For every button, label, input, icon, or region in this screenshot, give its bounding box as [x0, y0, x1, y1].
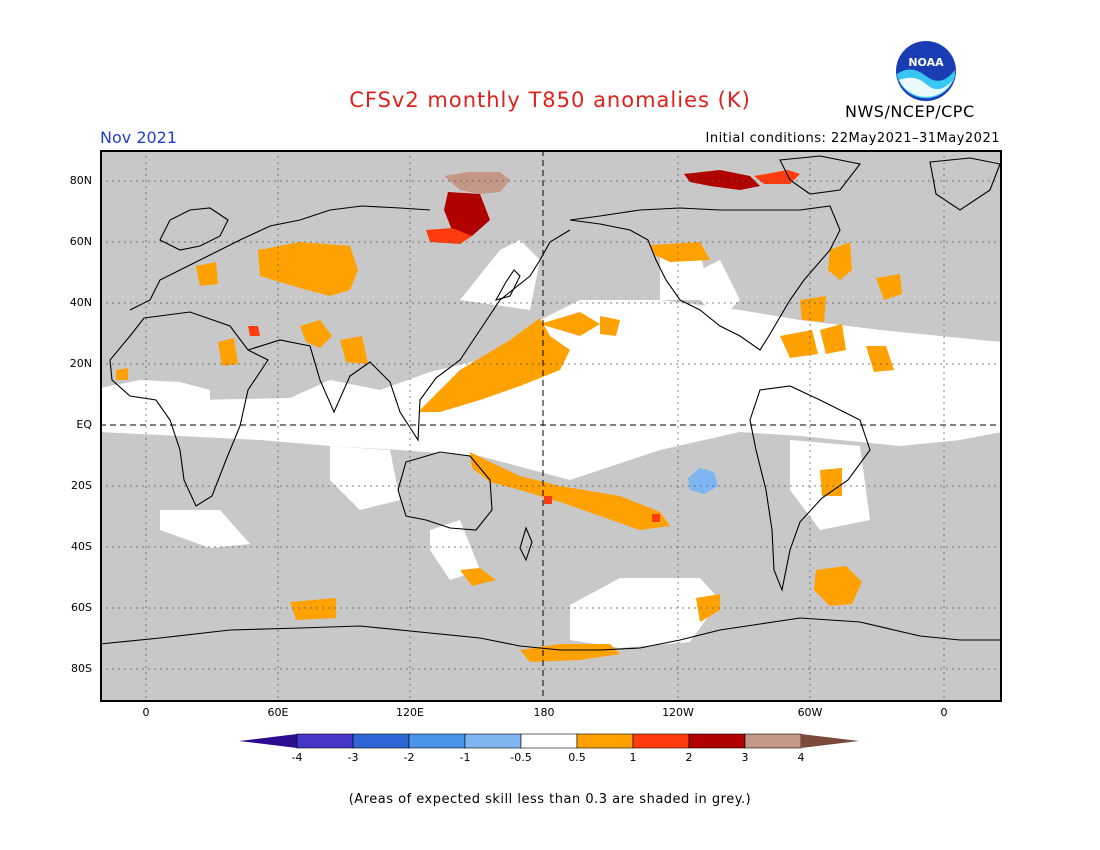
period-label: Nov 2021: [100, 128, 178, 147]
graticule: [100, 150, 1002, 702]
white-region: [570, 578, 720, 648]
colorbar-swatch: [352, 733, 410, 749]
colorbar-swatch: [688, 733, 746, 749]
colorbar-tick-label: -3: [347, 751, 359, 764]
colorbar-tick-label: 3: [741, 751, 749, 764]
lon-label: 120E: [396, 706, 424, 719]
colorbar-swatch: [801, 734, 859, 748]
colorbar-swatch: [408, 733, 466, 749]
noaa-logo-icon: NOAA: [895, 40, 957, 102]
lat-label: 60N: [69, 235, 92, 248]
colorbar-tick-label: -1: [459, 751, 471, 764]
footnote: (Areas of expected skill less than 0.3 a…: [348, 792, 752, 807]
agency-label: NWS/NCEP/CPC: [845, 102, 975, 121]
colorbar-tick-label: 1: [629, 751, 637, 764]
colorbar-tick-label: 0.5: [568, 751, 586, 764]
lat-label: 40S: [71, 540, 92, 553]
strong-warm-anomaly-regions: [248, 170, 800, 522]
lat-label: 60S: [71, 601, 92, 614]
lon-label: 60E: [267, 706, 289, 719]
colorbar-swatch: [632, 733, 690, 749]
chart-title: CFSv2 monthly T850 anomalies (K): [349, 88, 751, 112]
lat-label: 20S: [71, 479, 92, 492]
lat-label: 20N: [69, 357, 92, 370]
colorbar: [235, 730, 865, 756]
lat-label: EQ: [76, 418, 92, 431]
colorbar-swatch: [576, 733, 634, 749]
coastlines: [99, 155, 1002, 651]
lon-label: 60W: [797, 706, 823, 719]
colorbar-tick-label: 4: [797, 751, 805, 764]
lat-label: 40N: [69, 296, 92, 309]
lon-label: 0: [142, 706, 150, 719]
white-region: [100, 300, 1002, 480]
colorbar-swatch: [744, 733, 802, 749]
anomaly-map: [99, 150, 1002, 706]
colorbar-tick-label: -2: [403, 751, 415, 764]
lon-label: 180: [533, 706, 555, 719]
colorbar-tick-label: 2: [685, 751, 693, 764]
colorbar-swatch: [464, 733, 522, 749]
initial-conditions-label: Initial conditions: 22May2021–31May2021: [705, 131, 1000, 146]
cool-anomaly-region: [688, 468, 718, 494]
map-frame: [100, 150, 1002, 702]
lon-label: 120W: [662, 706, 694, 719]
colorbar-swatch: [520, 733, 578, 749]
colorbar-tick-label: -0.5: [510, 751, 532, 764]
colorbar-tick-label: -4: [291, 751, 303, 764]
svg-text:NOAA: NOAA: [908, 56, 944, 69]
lat-label: 80N: [69, 174, 92, 187]
lat-label: 80S: [71, 662, 92, 675]
lon-label: 0: [940, 706, 948, 719]
colorbar-swatch: [296, 733, 354, 749]
colorbar-swatch: [239, 734, 297, 748]
